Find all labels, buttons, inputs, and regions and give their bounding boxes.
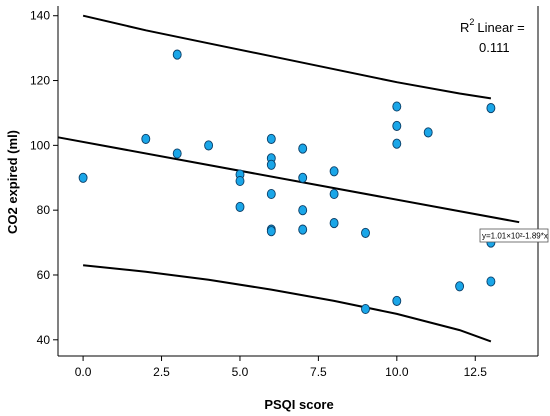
r2-annotation: R2 Linear = (460, 17, 525, 35)
data-point (172, 49, 182, 60)
r2-superscript: 2 (469, 17, 474, 27)
x-tick-label: 0.0 (75, 365, 92, 379)
upper-confidence-curve (82, 14, 492, 100)
equation-box (479, 228, 549, 243)
data-point (361, 303, 370, 315)
data-point (266, 188, 276, 200)
x-tick-label: 7.5 (310, 365, 327, 379)
data-point (392, 138, 402, 149)
data-point (172, 148, 182, 159)
data-point (329, 188, 339, 200)
r2-value: 0.111 (479, 40, 510, 55)
data-point (266, 159, 276, 170)
data-point (78, 172, 88, 183)
data-point (298, 143, 308, 154)
data-point (298, 224, 308, 235)
regression-line (57, 136, 520, 224)
data-point (361, 227, 370, 238)
data-point (392, 101, 402, 112)
y-tick-label: 80 (37, 203, 51, 217)
data-point (266, 133, 276, 144)
data-point (329, 218, 339, 229)
data-point (204, 140, 214, 151)
equation-label: y=1.01×10²-1.89*x (482, 232, 548, 241)
x-tick-label: 2.5 (153, 365, 170, 379)
x-tick-label: 10.0 (385, 365, 409, 379)
x-tick-label: 5.0 (232, 365, 249, 379)
data-point (392, 120, 402, 131)
data-point (329, 166, 339, 177)
r2-suffix: Linear = (477, 20, 524, 35)
lower-confidence-curve (82, 264, 492, 343)
y-tick-label: 60 (37, 268, 51, 282)
y-tick-label: 40 (37, 333, 51, 347)
y-tick-label: 100 (30, 138, 50, 152)
y-axis-title: CO2 expired (ml) (5, 130, 20, 234)
y-tick-label: 140 (30, 9, 50, 23)
data-point (266, 226, 276, 237)
y-tick-label: 120 (30, 74, 50, 88)
data-point (392, 295, 402, 306)
r2-letter: R (460, 20, 469, 35)
data-point (486, 276, 496, 287)
data-point (141, 133, 151, 144)
x-tick-label: 12.5 (464, 365, 488, 379)
data-point (486, 103, 496, 114)
data-point (235, 175, 245, 187)
data-point (455, 281, 465, 292)
data-point (423, 127, 433, 138)
data-point (235, 201, 245, 212)
x-axis-title: PSQI score (264, 397, 333, 412)
data-point (298, 172, 308, 183)
data-point (298, 205, 308, 216)
